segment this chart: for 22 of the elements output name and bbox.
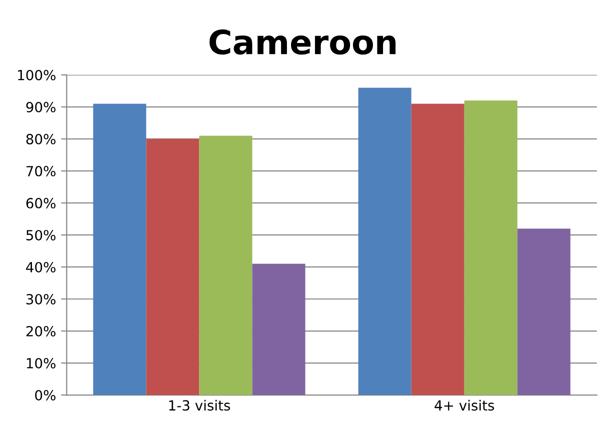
x-tick-label: 4+ visits <box>434 400 494 411</box>
bar <box>93 104 146 396</box>
y-tick-label: 80% <box>26 134 56 144</box>
y-tick-label: 0% <box>35 390 56 401</box>
y-tick-label: 60% <box>26 198 56 208</box>
y-tick-label: 20% <box>26 326 56 336</box>
y-tick-label: 40% <box>26 262 56 272</box>
y-tick-label: 10% <box>26 358 56 369</box>
bar <box>517 228 570 396</box>
chart-title: Cameroon <box>210 29 396 55</box>
bar <box>146 138 200 396</box>
bar <box>199 136 252 396</box>
y-tick-label: 30% <box>26 294 56 304</box>
y-tick-label: 100% <box>18 70 56 80</box>
bar <box>358 88 412 396</box>
y-tick-label: 90% <box>26 102 56 112</box>
y-tick-label: 50% <box>26 230 56 240</box>
y-tick-label: 70% <box>26 166 56 176</box>
bar <box>252 264 306 396</box>
x-tick-label: 1-3 visits <box>169 400 230 411</box>
bar <box>464 100 518 396</box>
bar <box>411 104 464 396</box>
